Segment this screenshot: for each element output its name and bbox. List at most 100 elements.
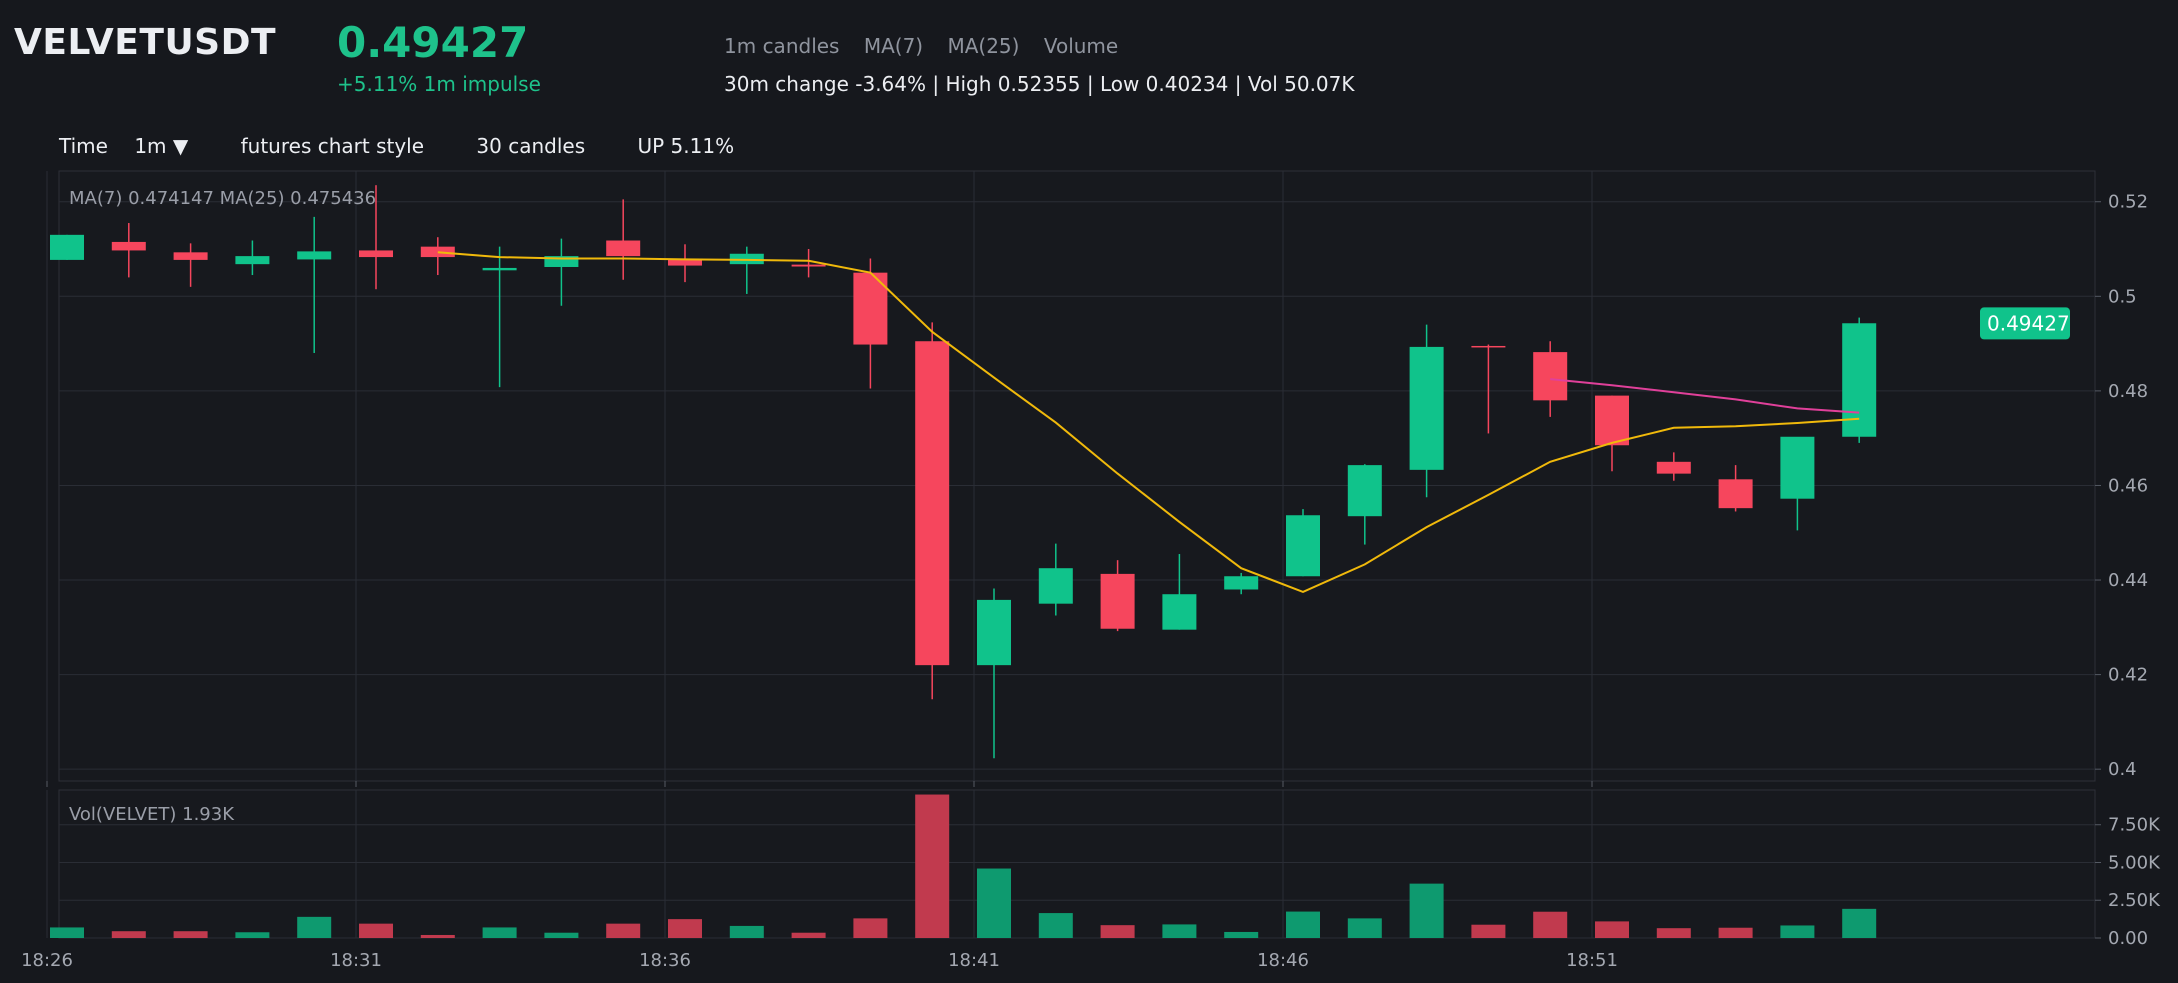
candle-body [1409,346,1444,470]
time-tick-label: 18:26 [21,950,73,971]
candle-body [1286,515,1320,577]
candle-body [173,252,208,260]
volume-bar [482,927,517,938]
volume-bar [1656,928,1691,938]
volume-bar [977,868,1011,938]
candle-body [544,256,579,267]
volume-bar [50,927,84,938]
price-tick-label: 0.46 [2108,475,2148,496]
volume-legend: Vol(VELVET) 1.93K [69,804,235,825]
stats-summary: 30m change -3.64% | High 0.52355 | Low 0… [724,72,1355,96]
volume-bar [1718,927,1753,938]
volume-bar [420,934,455,938]
candle-body [297,251,332,260]
candle-body [1162,594,1197,630]
candle-body [1471,345,1506,348]
volume-bar [1780,925,1815,938]
last-price-badge: 0.49427 [1980,307,2070,340]
price-tick-label: 0.48 [2108,381,2148,402]
ma-legend: MA(7) 0.474147 MA(25) 0.475436 [69,188,376,209]
timeframe-dropdown[interactable]: 1m ▼ [134,134,189,158]
impulse-change: +5.11% 1m impulse [337,72,541,96]
candles [50,185,1877,759]
ma7-line [437,251,1860,593]
time-axis: 18:26 18:31 18:36 18:41 18:46 18:51 [21,781,1618,971]
tag-ma25[interactable]: MA(25) [947,34,1020,58]
chart-style-label[interactable]: futures chart style [240,134,425,158]
volume-bar [1286,911,1320,938]
candle-body [359,250,393,258]
candle-count-label: 30 candles [476,134,586,158]
volume-bar [1471,924,1506,938]
volume-bar [1842,908,1877,938]
candle-body [1595,395,1629,446]
moving-averages [437,251,1860,593]
candle-body [1100,573,1135,629]
volume-panel: Vol(VELVET) 1.93K 7.50K 5.00K 2.50K 0.00 [46,789,2161,949]
volume-bar [668,919,702,938]
candle-body [1347,465,1382,517]
candle-body [1533,352,1568,401]
volume-bar [235,932,270,938]
candle-body [606,240,641,257]
ma25-line [1550,378,1860,414]
chart-toolbar: Time 1m ▼ futures chart style 30 candles… [59,134,780,158]
volume-bar [359,923,393,938]
volume-bar [791,932,826,938]
candle-body [1656,461,1691,474]
direction-label: UP 5.11% [637,134,735,158]
volume-grid [46,790,2095,939]
price-tick-label: 0.42 [2108,665,2148,686]
candle-body [668,259,702,266]
time-tick-label: 18:46 [1257,950,1309,971]
candle-body [915,341,950,666]
candle-body [1842,323,1877,437]
badge-background [1980,307,2070,340]
price-panel-frame [58,170,2096,782]
tag-volume[interactable]: Volume [1043,34,1119,58]
volume-bar [1100,925,1135,938]
volume-bar [1347,918,1382,938]
price-tick-label: 0.44 [2108,570,2148,591]
candle-body [482,267,517,271]
time-tick-label: 18:51 [1566,950,1618,971]
volume-tick-label: 7.50K [2108,815,2161,836]
volume-bar [606,923,641,938]
price-panel: MA(7) 0.474147 MA(25) 0.475436 0.520.50.… [46,170,2148,782]
symbol-title: VELVETUSDT [14,22,277,63]
candle-body [235,256,270,265]
time-tick-label: 18:41 [948,950,1000,971]
volume-bar [1162,924,1197,938]
volume-tick-label: 2.50K [2108,890,2161,911]
volume-bar [544,932,579,938]
volume-bar [111,931,146,938]
candle-body [50,234,84,260]
candle-body [1718,479,1753,509]
volume-bar [729,925,764,938]
candle-body [1224,576,1259,590]
candle-body [1038,568,1073,604]
price-tick-label: 0.52 [2108,192,2148,213]
volume-bar [1409,883,1444,938]
volume-bar [1533,911,1568,938]
volume-tick-label: 0.00 [2108,928,2148,949]
volume-bar [1224,931,1259,938]
volume-bar [853,918,888,938]
time-tick-label: 18:36 [639,950,691,971]
last-price: 0.49427 [337,18,529,67]
volume-tick-label: 5.00K [2108,852,2161,873]
volume-axis: 7.50K 5.00K 2.50K 0.00 [2095,815,2161,949]
candle-body [791,264,826,267]
candle-body [1780,436,1815,499]
volume-bar [1595,921,1629,938]
candle-body [420,246,455,258]
tag-ma7[interactable]: MA(7) [863,34,924,58]
time-label: Time [59,134,108,158]
tag-candles[interactable]: 1m candles [724,34,840,58]
volume-bars [50,794,1877,938]
volume-bar [173,931,208,938]
price-tick-label: 0.4 [2108,759,2137,780]
price-axis: 0.52 0.5 0.48 0.46 0.44 0.42 0.4 [2095,192,2148,780]
volume-bar [1038,913,1073,938]
